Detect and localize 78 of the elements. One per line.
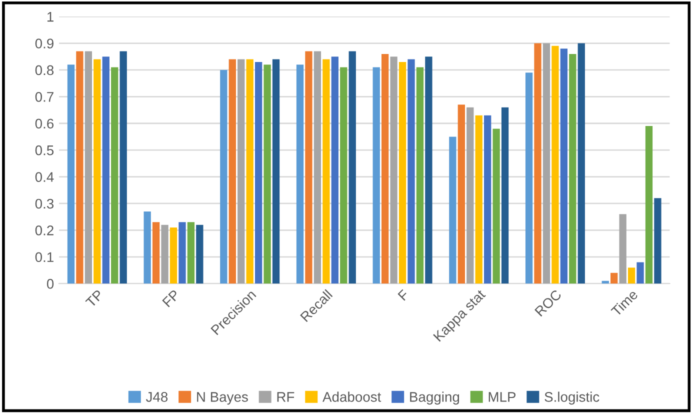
bar (348, 51, 356, 284)
bar (84, 51, 92, 284)
bar (305, 51, 312, 284)
bar (254, 62, 262, 284)
bar (560, 48, 568, 284)
y-tick-label: 0.7 (35, 92, 54, 102)
bar (542, 43, 550, 284)
bar (94, 59, 101, 284)
bar (228, 59, 236, 284)
bar (372, 67, 380, 284)
bar (111, 67, 118, 284)
bar (645, 126, 653, 284)
bar (492, 128, 500, 284)
x-tick-label: Time (610, 288, 638, 317)
bar (102, 56, 110, 284)
y-tick-label: 0.9 (35, 38, 54, 48)
bar (170, 228, 178, 284)
x-tick-label: FP (162, 289, 180, 308)
bar (628, 268, 636, 284)
bar (636, 262, 644, 284)
y-tick-label: 0.6 (35, 118, 54, 129)
bar (610, 272, 618, 284)
bar (408, 59, 415, 284)
bar (416, 67, 424, 284)
bar (322, 59, 330, 284)
y-tick-label: 0.4 (35, 172, 54, 182)
legend-label: RF (277, 392, 294, 402)
bar (238, 59, 245, 284)
bar (552, 46, 559, 284)
x-tick-label: F (398, 289, 410, 301)
bar (144, 211, 151, 284)
legend-label: J48 (146, 392, 168, 402)
bar (578, 43, 585, 284)
bar (602, 280, 609, 284)
bar (161, 224, 168, 284)
bar (331, 56, 338, 284)
bar (381, 54, 389, 284)
bar (501, 107, 509, 284)
y-tick-label: 0.1 (35, 252, 54, 262)
legend-label: N Bayes (197, 392, 248, 405)
bar (196, 224, 204, 284)
bar (398, 62, 406, 284)
bar (120, 51, 127, 284)
bar (619, 214, 626, 284)
y-tick-label: 0.5 (35, 145, 54, 156)
bar (525, 72, 533, 284)
y-tick-label: 0 (46, 278, 54, 289)
bar (76, 51, 84, 284)
legend-label: S.logistic (544, 392, 600, 405)
x-tick-label: TP (85, 289, 104, 308)
bar (534, 43, 542, 284)
bar (246, 59, 254, 284)
y-tick-label: 0.8 (35, 65, 54, 76)
bar (466, 107, 474, 284)
legend-label: Bagging (410, 392, 460, 405)
y-tick-label: 1 (47, 12, 54, 22)
bar (484, 115, 492, 284)
bar (340, 67, 348, 284)
bar (67, 64, 75, 284)
bar (152, 222, 160, 284)
bar (264, 64, 271, 284)
bar (220, 70, 228, 284)
legend-label: Adaboost (322, 392, 382, 402)
y-tick-label: 0.3 (35, 198, 54, 209)
bar (178, 222, 186, 284)
bar (390, 56, 398, 284)
bar (314, 51, 322, 284)
bar (187, 222, 195, 284)
bar (425, 56, 432, 284)
bar (458, 104, 465, 284)
bar (654, 198, 662, 284)
bar (475, 115, 482, 284)
bar (272, 59, 280, 284)
bar (569, 54, 576, 284)
bar (449, 136, 456, 284)
bar (296, 64, 304, 284)
y-tick-label: 0.2 (35, 226, 54, 236)
legend-label: MLP (488, 392, 516, 402)
